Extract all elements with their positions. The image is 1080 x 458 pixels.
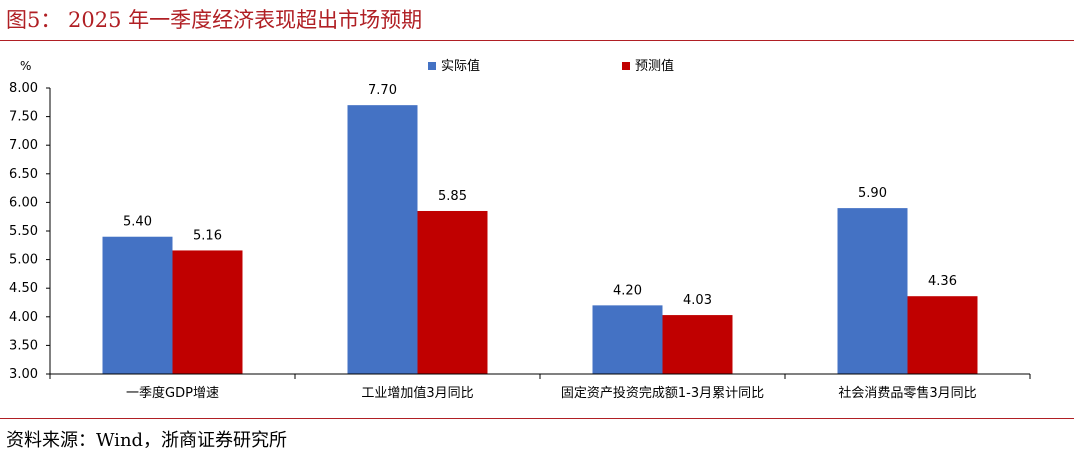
y-tick-label: 5.00 — [9, 253, 38, 268]
data-label: 4.20 — [613, 283, 642, 298]
y-tick-label: 7.50 — [9, 110, 38, 125]
legend-swatch — [622, 62, 630, 70]
bar-actual — [347, 105, 418, 374]
x-tick-label: 固定资产投资完成额1-3月累计同比 — [561, 385, 764, 401]
y-tick-label: 5.50 — [9, 224, 38, 239]
data-label: 7.70 — [368, 83, 397, 98]
chart-legend: 实际值 预测值 — [428, 58, 674, 74]
bar-actual — [837, 208, 908, 374]
y-axis-unit-label: % — [20, 59, 31, 73]
bars: 5.40 7.70 4.20 5.90 5.16 5.85 4.03 4.36 — [102, 83, 978, 374]
y-tick-label: 7.00 — [9, 138, 38, 153]
source-note: 资料来源：Wind，浙商证券研究所 — [6, 430, 288, 451]
title-divider — [0, 40, 1074, 41]
bar-forecast — [172, 250, 243, 374]
y-tick-label: 4.50 — [9, 281, 38, 296]
y-tick-label: 6.00 — [9, 195, 38, 210]
x-axis: 一季度GDP增速 工业增加值3月同比 固定资产投资完成额1-3月累计同比 社会消费品零… — [49, 373, 1031, 401]
data-label: 5.40 — [123, 215, 152, 230]
y-axis: 3.00 3.50 4.00 4.50 5.00 5.50 6.00 6.50 7.00 7.50… — [9, 81, 51, 382]
bar-forecast — [907, 296, 978, 374]
y-tick-label: 4.00 — [9, 310, 38, 325]
bar-forecast — [662, 315, 733, 374]
data-label: 4.03 — [683, 293, 712, 308]
data-label: 5.90 — [858, 186, 887, 201]
legend-label: 实际值 — [441, 58, 480, 74]
footer-divider — [0, 418, 1074, 419]
y-tick-label: 8.00 — [9, 81, 38, 96]
x-tick-label: 一季度GDP增速 — [126, 385, 219, 401]
bar-actual — [592, 305, 663, 374]
data-label: 4.36 — [928, 274, 957, 289]
y-tick-label: 6.50 — [9, 167, 38, 182]
data-label: 5.16 — [193, 228, 222, 243]
legend-swatch — [428, 62, 436, 70]
bar-forecast — [417, 210, 488, 374]
bar-actual — [102, 236, 173, 374]
y-tick-label: 3.50 — [9, 338, 38, 353]
x-tick-label: 社会消费品零售3月同比 — [838, 385, 976, 401]
x-tick-label: 工业增加值3月同比 — [361, 385, 473, 401]
data-label: 5.85 — [438, 189, 467, 204]
bar-chart: % 实际值 预测值 3.00 3.50 4.00 4.50 5.00 5.50 6.00 6.5… — [9, 58, 1031, 401]
figure-title: 图5： 2025 年一季度经济表现超出市场预期 — [6, 8, 423, 32]
y-tick-label: 3.00 — [9, 367, 38, 382]
legend-label: 预测值 — [635, 58, 674, 74]
